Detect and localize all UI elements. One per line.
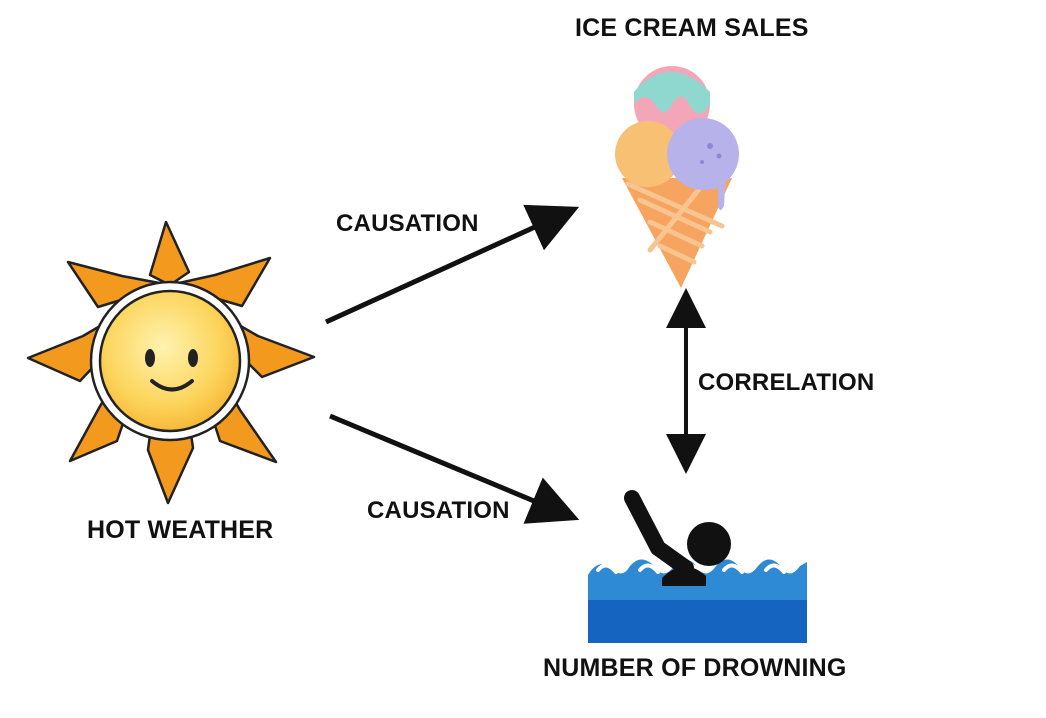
arrow-hot-to-drowning <box>329 413 580 524</box>
smiling-sun-icon <box>26 220 316 505</box>
arrow-hot-to-icecream <box>324 204 580 325</box>
causation-label-lower: CAUSATION <box>367 497 510 524</box>
drowning-swimmer-icon <box>588 490 807 643</box>
causation-label-upper: CAUSATION <box>336 210 479 237</box>
correlation-label: CORRELATION <box>698 369 875 396</box>
ice-cream-cone-icon <box>615 66 739 288</box>
hot-weather-label: HOT WEATHER <box>87 516 274 544</box>
ice-cream-sales-label: ICE CREAM SALES <box>575 14 809 42</box>
number-of-drowning-label: NUMBER OF DROWNING <box>543 654 847 682</box>
